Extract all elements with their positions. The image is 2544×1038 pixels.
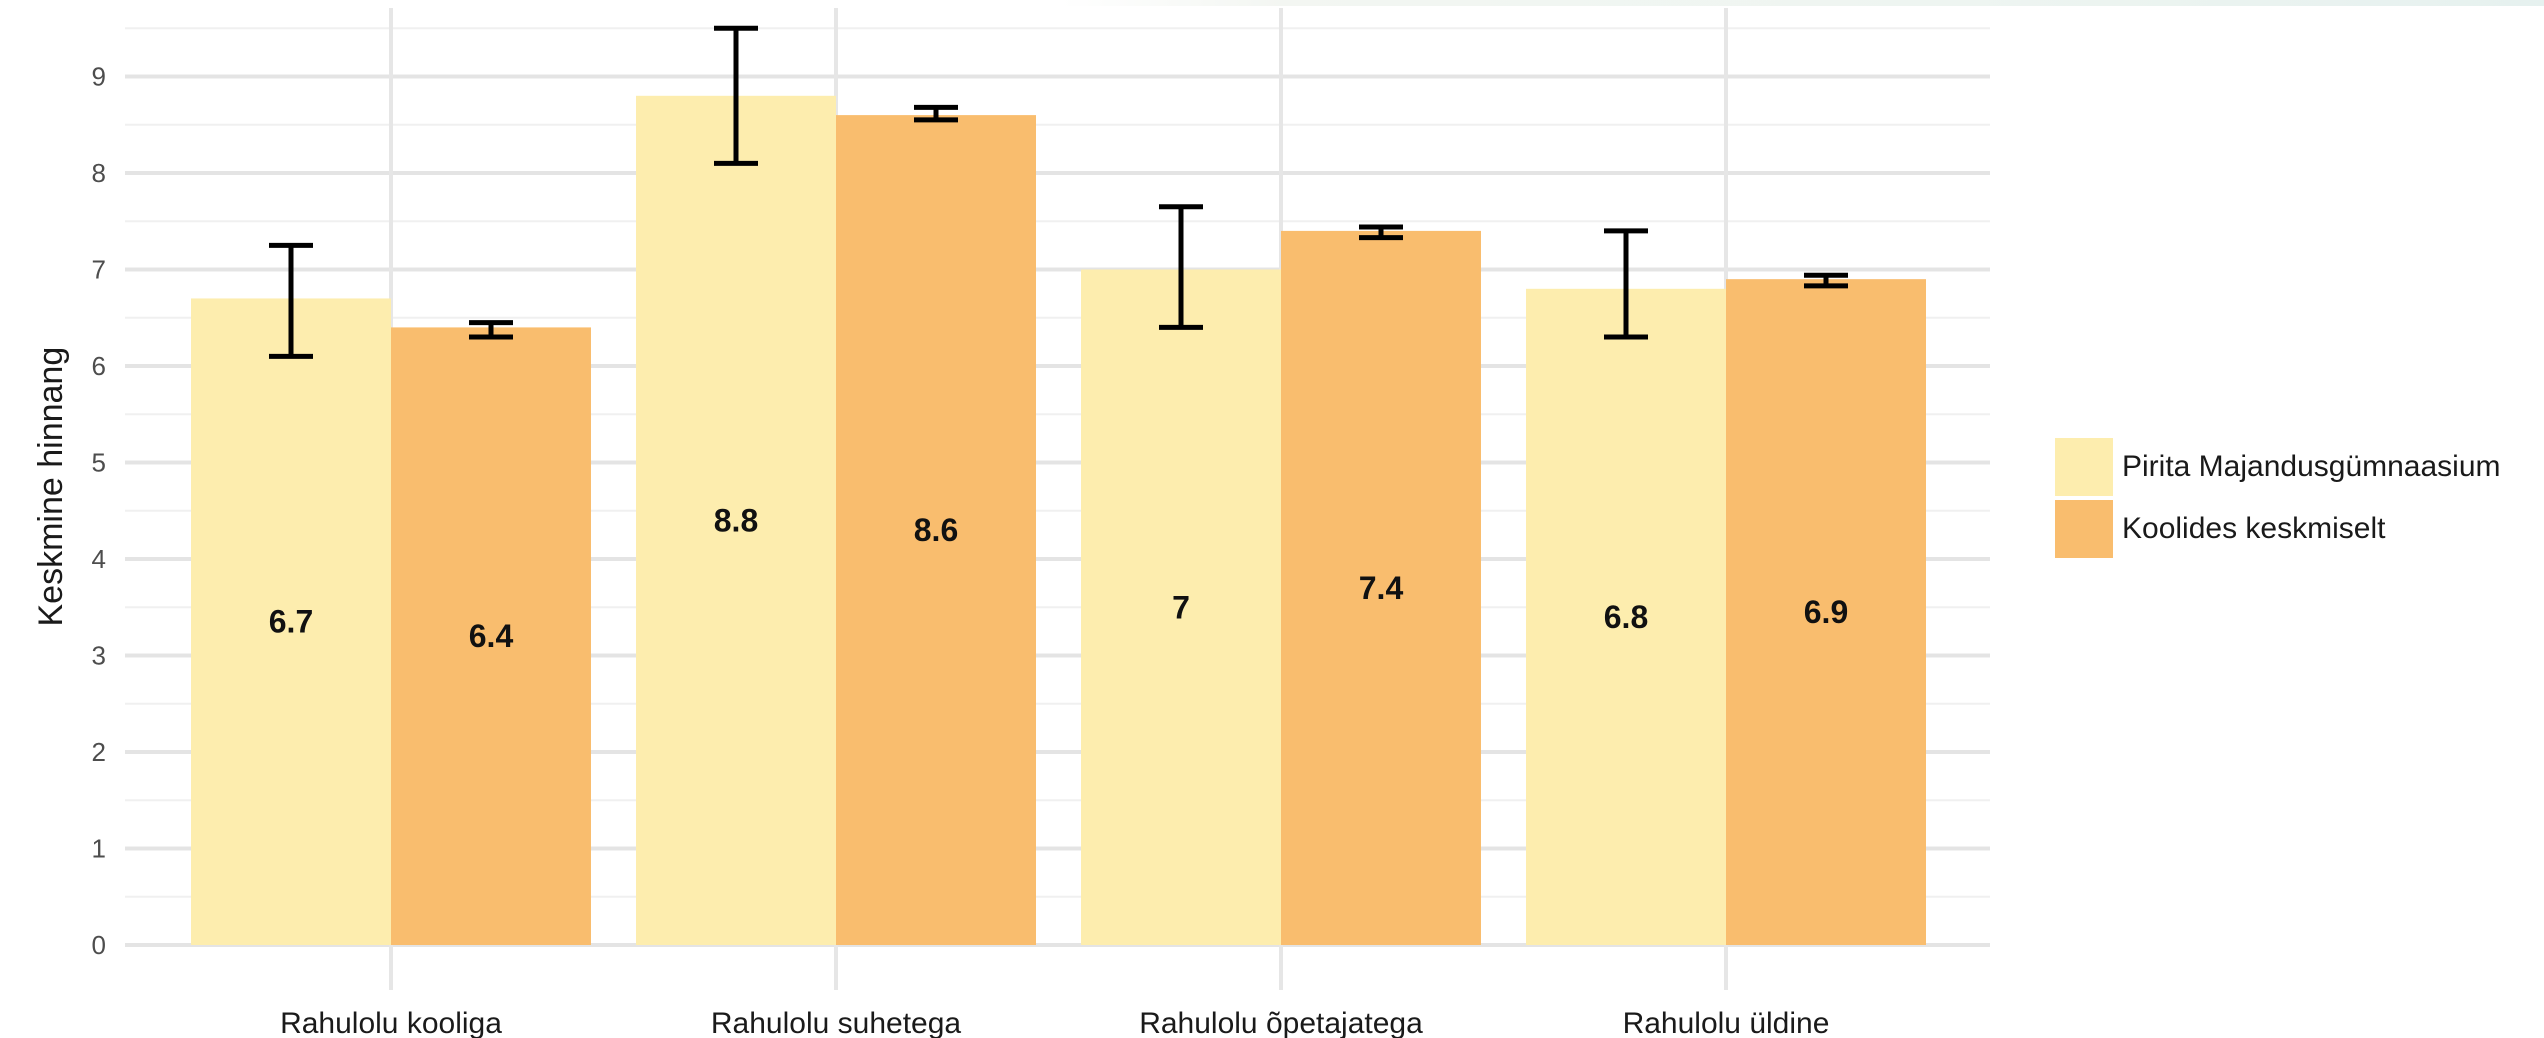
- y-tick-label: 0: [92, 930, 106, 960]
- y-tick-label: 7: [92, 255, 106, 285]
- bar-average: [1281, 230, 1481, 945]
- bar-school: [1081, 269, 1281, 945]
- y-tick-label: 1: [92, 834, 106, 864]
- data-label: 6.8: [1604, 599, 1648, 635]
- y-tick-label: 8: [92, 158, 106, 188]
- y-axis-title: Keskmine hinnang: [32, 347, 70, 627]
- header-fragment: [1060, 0, 2544, 6]
- data-label: 8.8: [714, 502, 758, 538]
- x-tick-label: Rahulolu õpetajatega: [1139, 1007, 1423, 1038]
- bar-school: [636, 95, 836, 946]
- y-tick-label: 9: [92, 62, 106, 92]
- x-tick-label: Rahulolu üldine: [1623, 1007, 1830, 1038]
- bar-school: [1526, 288, 1726, 945]
- value-labels: 6.7 6.4 8.8 8.6 7 7.4 6.8 6.9: [269, 502, 1848, 654]
- bar-school: [191, 298, 391, 945]
- legend-label: Koolides keskmiselt: [2122, 512, 2386, 545]
- legend-label: Pirita Majandusgümnaasium: [2122, 450, 2501, 483]
- legend-swatch-average: [2055, 500, 2113, 558]
- y-tick-label: 6: [92, 351, 106, 381]
- data-label: 6.7: [269, 604, 313, 640]
- data-label: 6.9: [1804, 594, 1848, 630]
- y-tick-label: 2: [92, 737, 106, 767]
- data-label: 7.4: [1359, 570, 1404, 606]
- bar-average: [1726, 279, 1926, 945]
- legend: Pirita Majandusgümnaasium Koolides keskmi…: [2055, 438, 2501, 558]
- error-bars: [269, 25, 1848, 359]
- axes: 0 1 2 3 4 5 6 7 8 9 Rahulolu kooliga Rahulolu suhet…: [32, 62, 1829, 1038]
- legend-swatch-school: [2055, 438, 2113, 496]
- data-label: 6.4: [469, 618, 514, 654]
- x-tick-label: Rahulolu suhetega: [711, 1007, 962, 1038]
- bars: [191, 95, 1926, 946]
- y-tick-label: 3: [92, 641, 106, 671]
- y-tick-label: 4: [92, 544, 106, 574]
- data-label: 7: [1172, 589, 1190, 625]
- bar-average: [836, 115, 1036, 946]
- data-label: 8.6: [914, 512, 958, 548]
- x-tick-label: Rahulolu kooliga: [280, 1007, 502, 1038]
- y-tick-label: 5: [92, 448, 106, 478]
- bar-average: [391, 327, 591, 945]
